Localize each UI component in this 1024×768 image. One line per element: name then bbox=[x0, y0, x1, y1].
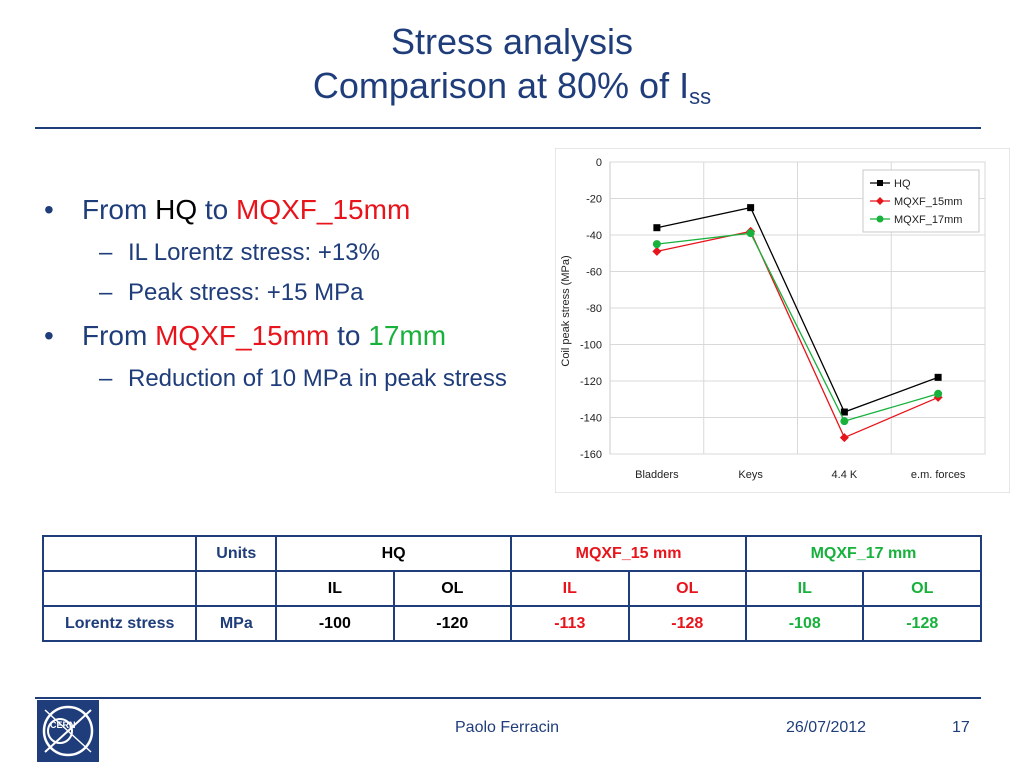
chart-y-tick-label: -80 bbox=[586, 303, 602, 315]
table-header-row: Units HQ MQXF_15 mm MQXF_17 mm bbox=[41, 535, 982, 572]
table-row-unit: MPa bbox=[195, 605, 278, 642]
chart-point-mqxf_17mm bbox=[840, 417, 849, 426]
bullet-1-mqxf15: MQXF_15mm bbox=[236, 194, 411, 225]
sub-bullet-text: IL Lorentz stress: +13% bbox=[128, 239, 380, 266]
chart-point-mqxf_15mm bbox=[839, 433, 849, 443]
table-header-mqxf17: MQXF_17 mm bbox=[745, 535, 982, 572]
title-line-1: Stress analysis bbox=[390, 21, 634, 62]
coil-stress-line-chart: 0 -20 -40 -60 -80 -100 -120 -140 -160 Bladders Ke… bbox=[555, 148, 1010, 493]
table-header-mqxf15: MQXF_15 mm bbox=[510, 535, 747, 572]
title-subscript: ss bbox=[689, 84, 712, 109]
sub-bullet-reduction: – Reduction of 10 MPa in peak stress bbox=[44, 362, 508, 396]
dash-icon: – bbox=[99, 239, 113, 266]
table-header-mqxf15-il: IL bbox=[510, 570, 630, 607]
chart-y-tick-label: -100 bbox=[580, 340, 602, 352]
chart-legend: HQ MQXF_15mm MQXF_17mm bbox=[862, 169, 980, 233]
chart-legend-label: MQXF_17mm bbox=[894, 214, 962, 226]
sub-bullet-peak-stress: – Peak stress: +15 MPa bbox=[44, 276, 554, 310]
bullet-1: • From HQ to MQXF_15mm bbox=[44, 190, 554, 230]
table-header-mqxf17-ol: OL bbox=[862, 570, 982, 607]
footer-divider bbox=[35, 697, 981, 699]
chart-x-tick-label: e.m. forces bbox=[911, 469, 966, 481]
title-divider bbox=[35, 127, 981, 129]
chart-y-tick-label: -60 bbox=[586, 267, 602, 279]
chart-series-line-hq bbox=[656, 206, 939, 413]
title-line-2: Comparison at 80% of Iss bbox=[0, 64, 1024, 108]
chart-point-mqxf_15mm bbox=[652, 246, 662, 256]
chart-y-tick-label: -40 bbox=[586, 230, 602, 242]
chart-legend-label: MQXF_15mm bbox=[894, 196, 962, 208]
table-row: Lorentz stress MPa -100 -120 -113 -128 -… bbox=[41, 605, 982, 642]
table-cell-mqxf15-il: -113 bbox=[510, 605, 630, 642]
chart-x-tick-label: 4.4 K bbox=[832, 469, 858, 481]
bullet-2-mqxf15: MQXF_15mm bbox=[155, 320, 330, 351]
bullet-2-17mm: 17mm bbox=[368, 320, 447, 351]
bullet-1-to: to bbox=[204, 194, 229, 225]
sub-bullet-text: Peak stress: +15 MPa bbox=[128, 279, 364, 306]
bullet-1-hq: HQ bbox=[155, 194, 198, 225]
cern-logo-text: CERN bbox=[50, 720, 76, 730]
bullet-1-from: From bbox=[82, 194, 148, 225]
table-header-hq: HQ bbox=[275, 535, 513, 572]
chart-point-hq bbox=[840, 408, 848, 416]
slide-title: Stress analysis Comparison at 80% of Iss bbox=[0, 20, 1024, 108]
chart-point-mqxf_17mm bbox=[934, 389, 943, 398]
chart-point-mqxf_17mm bbox=[746, 229, 755, 238]
bullet-2-to: to bbox=[337, 320, 361, 351]
table-cell-mqxf15-ol: -128 bbox=[627, 605, 748, 642]
table-header-hq-ol: OL bbox=[392, 570, 513, 607]
chart-series-line-mqxf_15mm bbox=[656, 230, 939, 439]
table-header-hq-il: IL bbox=[275, 570, 395, 607]
chart-x-tick-label: Keys bbox=[738, 469, 763, 481]
bullet-list: • From HQ to MQXF_15mm – IL Lorentz stre… bbox=[44, 190, 554, 402]
chart-legend-label: HQ bbox=[894, 178, 911, 190]
dash-icon: – bbox=[99, 279, 113, 306]
table-cell-hq-il: -100 bbox=[275, 605, 395, 642]
sub-bullet-il-lorentz: – IL Lorentz stress: +13% bbox=[44, 236, 554, 270]
chart-y-axis-label: Coil peak stress (MPa) bbox=[560, 255, 572, 366]
chart-point-hq bbox=[747, 204, 755, 212]
footer-date: 26/07/2012 bbox=[786, 719, 867, 736]
title-line-2-main: Comparison at 80% of I bbox=[312, 65, 690, 106]
bullet-dot-icon: • bbox=[44, 320, 54, 351]
dash-icon: – bbox=[99, 365, 113, 392]
table-header-units: Units bbox=[195, 535, 278, 572]
bullet-2: • From MQXF_15mm to 17mm bbox=[44, 316, 554, 356]
table-cell bbox=[195, 570, 278, 607]
chart-point-hq bbox=[934, 373, 942, 381]
stress-comparison-table: Units HQ MQXF_15 mm MQXF_17 mm IL OL IL … bbox=[41, 535, 982, 642]
table-cell bbox=[41, 535, 198, 572]
table-row-label: Lorentz stress bbox=[41, 605, 198, 642]
table-cell-mqxf17-il: -108 bbox=[744, 605, 865, 642]
chart-point-hq bbox=[653, 224, 661, 232]
chart-y-tick-label: -140 bbox=[580, 413, 602, 425]
bullet-2-from: From bbox=[82, 320, 148, 351]
sub-bullet-text: Reduction of 10 MPa in peak stress bbox=[128, 365, 507, 392]
footer-author: Paolo Ferracin bbox=[455, 719, 560, 736]
table-cell-mqxf17-ol: -128 bbox=[862, 605, 982, 642]
cern-logo: CERN bbox=[37, 700, 99, 762]
chart-y-tick-label: -20 bbox=[586, 194, 602, 206]
chart-point-mqxf_17mm bbox=[652, 240, 661, 249]
table-cell bbox=[41, 570, 198, 607]
table-header-mqxf15-ol: OL bbox=[627, 570, 748, 607]
chart-legend-marker bbox=[876, 215, 884, 223]
chart-legend-marker bbox=[877, 180, 883, 186]
chart-series-line-mqxf_17mm bbox=[656, 232, 939, 422]
table-subheader-row: IL OL IL OL IL OL bbox=[41, 570, 982, 607]
chart-x-tick-label: Bladders bbox=[635, 469, 679, 481]
chart-y-tick-label: 0 bbox=[596, 157, 602, 169]
table-cell-hq-ol: -120 bbox=[392, 605, 513, 642]
table-header-mqxf17-il: IL bbox=[744, 570, 865, 607]
footer-page-number: 17 bbox=[952, 719, 970, 736]
bullet-dot-icon: • bbox=[44, 194, 54, 225]
chart-legend-marker bbox=[876, 197, 884, 205]
chart-y-tick-label: -120 bbox=[580, 376, 602, 388]
chart-y-tick-label: -160 bbox=[580, 449, 602, 461]
